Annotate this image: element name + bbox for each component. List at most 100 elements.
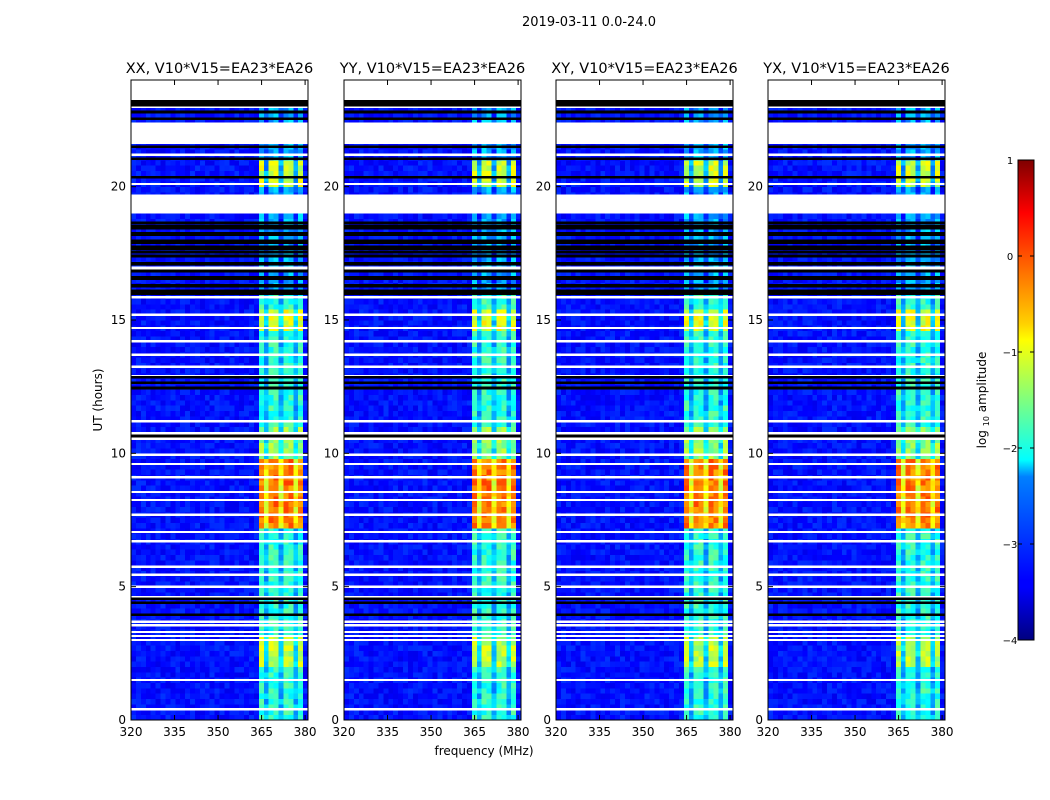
heatmap-cell [293,565,299,572]
heatmap-cell [140,410,147,417]
heatmap-cell [244,522,250,529]
heatmap-cell [263,458,270,465]
heatmap-cell [288,442,294,449]
heatmap-cell [190,592,196,598]
heatmap-cell [170,186,176,193]
heatmap-cell [219,576,225,582]
heatmap-cell [234,608,240,614]
heatmap-cell [293,576,299,582]
heatmap-cell [288,336,294,342]
heatmap-cell [278,640,284,646]
heatmap-cell [219,682,225,689]
heatmap-cell [293,341,299,348]
heatmap-cell [229,341,235,348]
heatmap-cell [145,416,152,422]
heatmap-cell [229,464,235,470]
heatmap-cell [140,442,147,449]
heatmap-cell [150,666,156,673]
heatmap-cell [145,650,152,657]
heatmap-cell [204,576,211,582]
heatmap-cell [293,554,299,561]
heatmap-cell [224,416,230,422]
heatmap-cell [268,165,274,172]
heatmap-cell [234,682,240,689]
heatmap-cell [234,613,240,620]
heatmap-cell [273,298,279,305]
heatmap-cell [491,650,497,657]
heatmap-cell [190,704,196,710]
heatmap-cell [288,666,294,673]
x-axis-label: frequency (MHz) [434,744,533,758]
heatmap-cell [288,368,294,374]
heatmap-cell [190,656,196,662]
heatmap-cell [190,416,196,422]
heatmap-cell [160,368,166,374]
heatmap-cell [185,522,191,529]
heatmap-cell [160,554,166,561]
heatmap-cell [273,458,279,465]
heatmap-cell [239,442,245,449]
heatmap-cell [214,298,220,305]
heatmap-cell [258,165,265,172]
heatmap-cell [481,672,487,678]
heatmap-cell [407,693,414,700]
heatmap-cell [229,448,235,454]
heatmap-cell [204,469,211,476]
heatmap-cell [249,357,255,364]
heatmap-cell [244,160,250,166]
heatmap-cell [209,522,215,529]
heatmap-cell [160,320,166,326]
heatmap-cell [190,650,196,657]
heatmap-cell [253,645,260,652]
heatmap-cell [145,160,152,166]
heatmap-cell [293,704,299,710]
heatmap-cell [170,336,176,342]
heatmap-cell [199,624,206,630]
heatmap-cell [486,661,492,668]
heatmap-cell [249,714,255,721]
heatmap-cell [298,714,304,721]
heatmap-cell [150,490,156,497]
heatmap-cell [398,650,404,657]
heatmap-cell [135,448,142,454]
heatmap-cell [288,501,294,508]
heatmap-cell [278,613,284,620]
heatmap-cell [140,256,147,262]
heatmap-cell [204,160,211,166]
heatmap-cell [249,442,255,449]
heatmap-cell [190,586,196,593]
heatmap-cell [244,421,250,428]
heatmap-cell [185,410,191,417]
heatmap-cell [199,426,206,433]
heatmap-cell [219,394,225,401]
heatmap-cell [476,661,483,668]
heatmap-cell [258,533,265,540]
heatmap-cell [417,666,424,673]
heatmap-cell [258,586,265,593]
heatmap-cell [253,650,260,657]
heatmap-cell [258,688,265,694]
heatmap-cell [214,458,220,465]
heatmap-cell [283,634,289,641]
heatmap-cell [150,544,156,550]
heatmap-cell [253,522,260,529]
heatmap-cell [249,304,255,310]
heatmap-cell [283,672,289,678]
heatmap-cell [457,672,463,678]
heatmap-cell [234,544,240,550]
heatmap-cell [229,336,235,342]
heatmap-cell [268,272,274,278]
heatmap-cell [214,522,220,529]
heatmap-cell [199,357,206,364]
heatmap-cell [288,490,294,497]
heatmap-cell [209,490,215,497]
heatmap-cell [244,357,250,364]
heatmap-cell [288,565,294,572]
heatmap-cell [303,597,309,604]
heatmap-cell [268,336,274,342]
heatmap-cell [194,160,201,166]
heatmap-cell [466,672,473,678]
heatmap-cell [224,357,230,364]
heatmap-cell [190,277,196,284]
heatmap-cell [185,480,191,486]
